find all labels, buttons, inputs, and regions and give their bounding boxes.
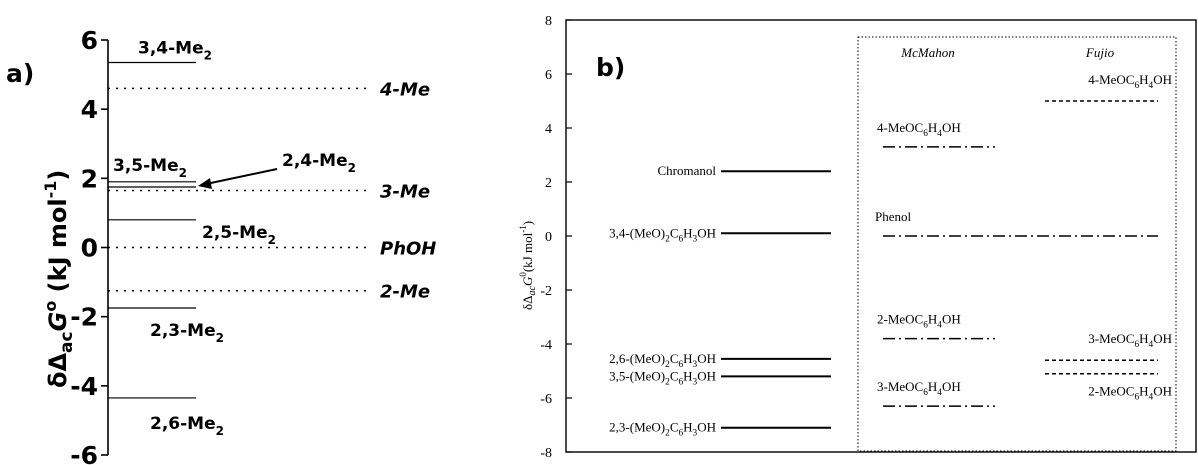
panel-a: a) 6 4 2 0 -2 -4 -6 3,4-Me2 3,5-Me2 2,4-Me2 2,5-M… — [6, 26, 436, 465]
svg-text:δΔacG0(kJ mol-1): δΔacG0(kJ mol-1) — [518, 221, 538, 310]
fujio-title: Fujio — [1085, 45, 1115, 60]
arrow-head — [198, 178, 212, 189]
b-y-tick-label: 6 — [545, 68, 552, 83]
level-label-3-4-meo-2c6h3oh: 3,4-(MeO)2C6H3OH — [609, 225, 716, 244]
fujio-label-4-meoc6h4oh: 4-MeOC6H4OH — [1088, 72, 1172, 91]
level-label-chromanol: Chromanol — [658, 163, 717, 178]
b-y-tick-label: -8 — [540, 446, 552, 461]
a-y-tick-label: -6 — [70, 441, 98, 465]
level-label-2-3-me2: 2,3-Me2 — [150, 321, 224, 345]
level-label-3-5-meo-2c6h3oh: 3,5-(MeO)2C6H3OH — [609, 368, 716, 387]
b-y-tick-label: 2 — [545, 176, 552, 191]
mcmahon-label-phenol: Phenol — [875, 209, 912, 224]
mcmahon-label-2-meoc6h4oh: 2-MeOC6H4OH — [877, 312, 961, 331]
b-y-tick-label: 0 — [545, 230, 552, 245]
panel-b: b) McMahon Fujio 8 6 4 2 0 -2 -4 -6 -8 Chromanol… — [518, 14, 1197, 461]
fujio-label-2-meoc6h4oh: 2-MeOC6H4OH — [1088, 384, 1172, 403]
arrow-2-4-me2 — [205, 168, 278, 185]
level-label-2-4-me2: 2,4-Me2 — [282, 151, 356, 175]
b-y-tick-label: -2 — [540, 284, 552, 299]
a-y-tick-label: 0 — [81, 234, 98, 263]
b-y-tick-label: -4 — [540, 338, 552, 353]
comparison-box — [857, 36, 1177, 452]
level-label-2-6-meo-2c6h3oh: 2,6-(MeO)2C6H3OH — [609, 351, 716, 370]
panel-b-y-axis-label: δΔacG0(kJ mol-1) — [518, 221, 538, 310]
a-y-tick-label: 6 — [81, 26, 98, 55]
panel-b-label: b) — [596, 53, 625, 82]
level-label-3-5-me2: 3,5-Me2 — [113, 156, 187, 180]
level-label-phoh: PhOH — [380, 239, 436, 260]
level-label-2-me: 2-Me — [380, 282, 430, 303]
fujio-label-3-meoc6h4oh: 3-MeOC6H4OH — [1088, 331, 1172, 350]
a-y-tick-label: 2 — [81, 164, 98, 193]
b-y-tick-label: 8 — [545, 14, 552, 29]
mcmahon-label-4-meoc6h4oh: 4-MeOC6H4OH — [877, 120, 961, 139]
panel-a-label: a) — [6, 59, 34, 88]
level-label-3-4-me2: 3,4-Me2 — [138, 38, 212, 62]
mcmahon-label-3-meoc6h4oh: 3-MeOC6H4OH — [877, 379, 961, 398]
a-y-tick-label: 4 — [81, 95, 98, 124]
mcmahon-title: McMahon — [900, 45, 954, 60]
panel-a-y-axis-label: δΔacGo (kJ mol-1) — [41, 170, 77, 388]
level-label-3-me: 3-Me — [380, 181, 430, 202]
level-label-2-6-me2: 2,6-Me2 — [150, 414, 224, 438]
level-label-2-3-meo-2c6h3oh: 2,3-(MeO)2C6H3OH — [609, 420, 716, 439]
level-label-2-5-me2: 2,5-Me2 — [202, 223, 276, 247]
a-y-tick-label: -2 — [70, 303, 98, 332]
a-y-tick-label: -4 — [70, 372, 98, 401]
level-label-4-me: 4-Me — [379, 79, 430, 100]
svg-text:δΔacGo (kJ mol-1): δΔacGo (kJ mol-1) — [41, 170, 77, 388]
b-y-tick-label: 4 — [545, 122, 552, 137]
b-y-tick-label: -6 — [540, 392, 552, 407]
